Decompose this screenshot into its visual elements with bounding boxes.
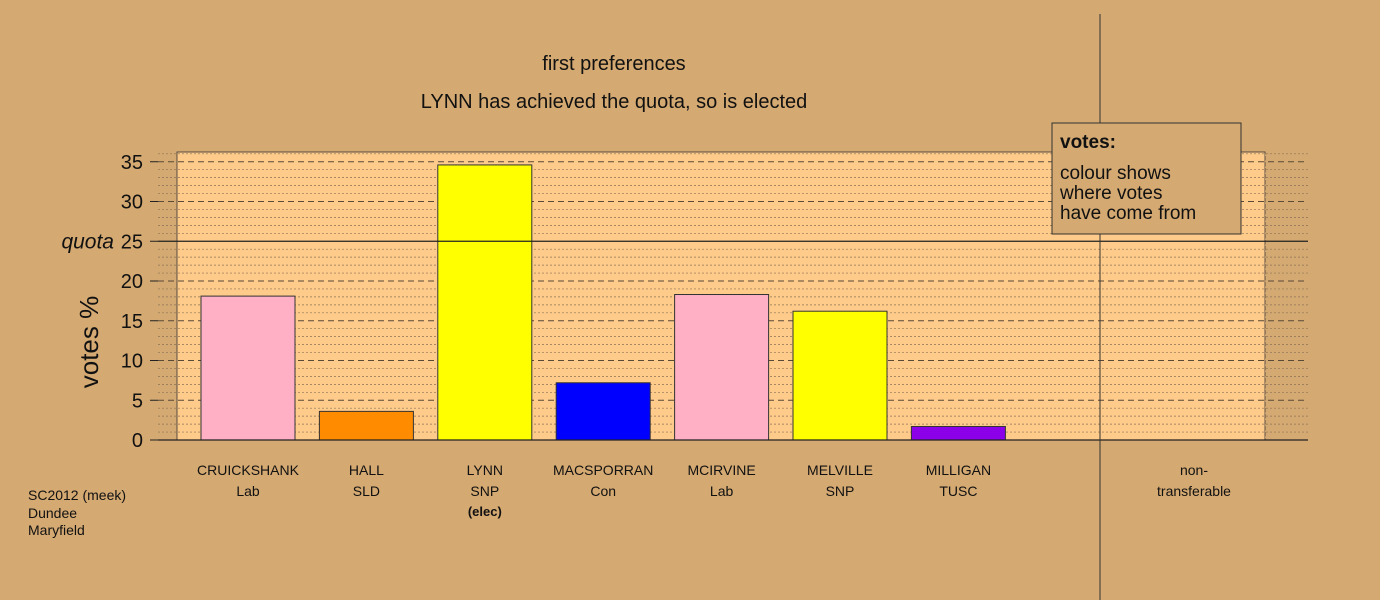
x-axis-labels: CRUICKSHANK Lab HALL SLD LYNN SNP (elec) MACSPO… — [197, 462, 991, 519]
footer-line-1: SC2012 (meek) — [28, 487, 127, 503]
bar-lynn — [437, 164, 533, 441]
x-label-party: Lab — [710, 483, 734, 499]
bar-melville — [792, 310, 888, 441]
y-axis: 0 5 10 15 20 25 30 35 — [121, 152, 158, 452]
quota-label: quota — [61, 230, 114, 253]
bar-hall — [318, 410, 414, 441]
x-label-party: SNP — [826, 483, 855, 499]
x-label-name: CRUICKSHANK — [197, 462, 300, 478]
y-tick-label: 0 — [132, 430, 143, 452]
footer-line-3: Maryfield — [28, 522, 85, 538]
y-tick-label: 25 — [121, 231, 143, 253]
y-tick-label: 30 — [121, 192, 143, 214]
y-tick-label: 35 — [121, 152, 143, 174]
x-label-name: LYNN — [467, 462, 503, 478]
y-tick-label: 5 — [132, 390, 143, 412]
y-tick-label: 10 — [121, 351, 143, 373]
bar-milligan — [910, 425, 1006, 441]
footer-line-2: Dundee — [28, 504, 78, 521]
x-label-name: MCIRVINE — [687, 462, 755, 478]
nontransferable-strip — [1265, 152, 1308, 440]
chart-subtitle: LYNN has achieved the quota, so is elect… — [421, 91, 808, 113]
x-label-elected-note: (elec) — [468, 504, 502, 519]
x-label-name: MELVILLE — [807, 462, 873, 478]
chart-title: first preferences — [542, 53, 685, 75]
x-label-party: TUSC — [939, 483, 977, 499]
legend: votes: colour shows where votes have com… — [1051, 122, 1242, 235]
x-label-name: MILLIGAN — [926, 462, 991, 478]
x-label-name: HALL — [349, 462, 384, 478]
y-axis-label: votes % — [74, 296, 104, 389]
bar-mcirvine — [674, 294, 770, 441]
x-label-party: SNP — [470, 483, 499, 499]
x-label-party: Con — [590, 483, 616, 499]
legend-line-1: colour shows — [1060, 163, 1171, 184]
y-tick-label: 20 — [121, 271, 143, 293]
legend-line-2: where votes — [1059, 183, 1162, 204]
legend-line-3: have come from — [1060, 203, 1196, 224]
x-label-party: SLD — [353, 483, 380, 499]
nontransferable-label-line1: non- — [1180, 462, 1208, 478]
bar-cruickshank — [200, 295, 296, 441]
x-label-name: MACSPORRAN — [553, 462, 653, 478]
legend-box — [1051, 122, 1242, 235]
bar-series — [200, 164, 1006, 441]
y-tick-label: 15 — [121, 311, 143, 333]
x-label-party: Lab — [236, 483, 260, 499]
nontransferable-label-line2: transferable — [1157, 483, 1231, 499]
footer-notes: SC2012 (meek) Dundee Maryfield — [28, 487, 126, 540]
legend-title: votes: — [1060, 132, 1116, 153]
bar-macsporran — [555, 382, 651, 441]
